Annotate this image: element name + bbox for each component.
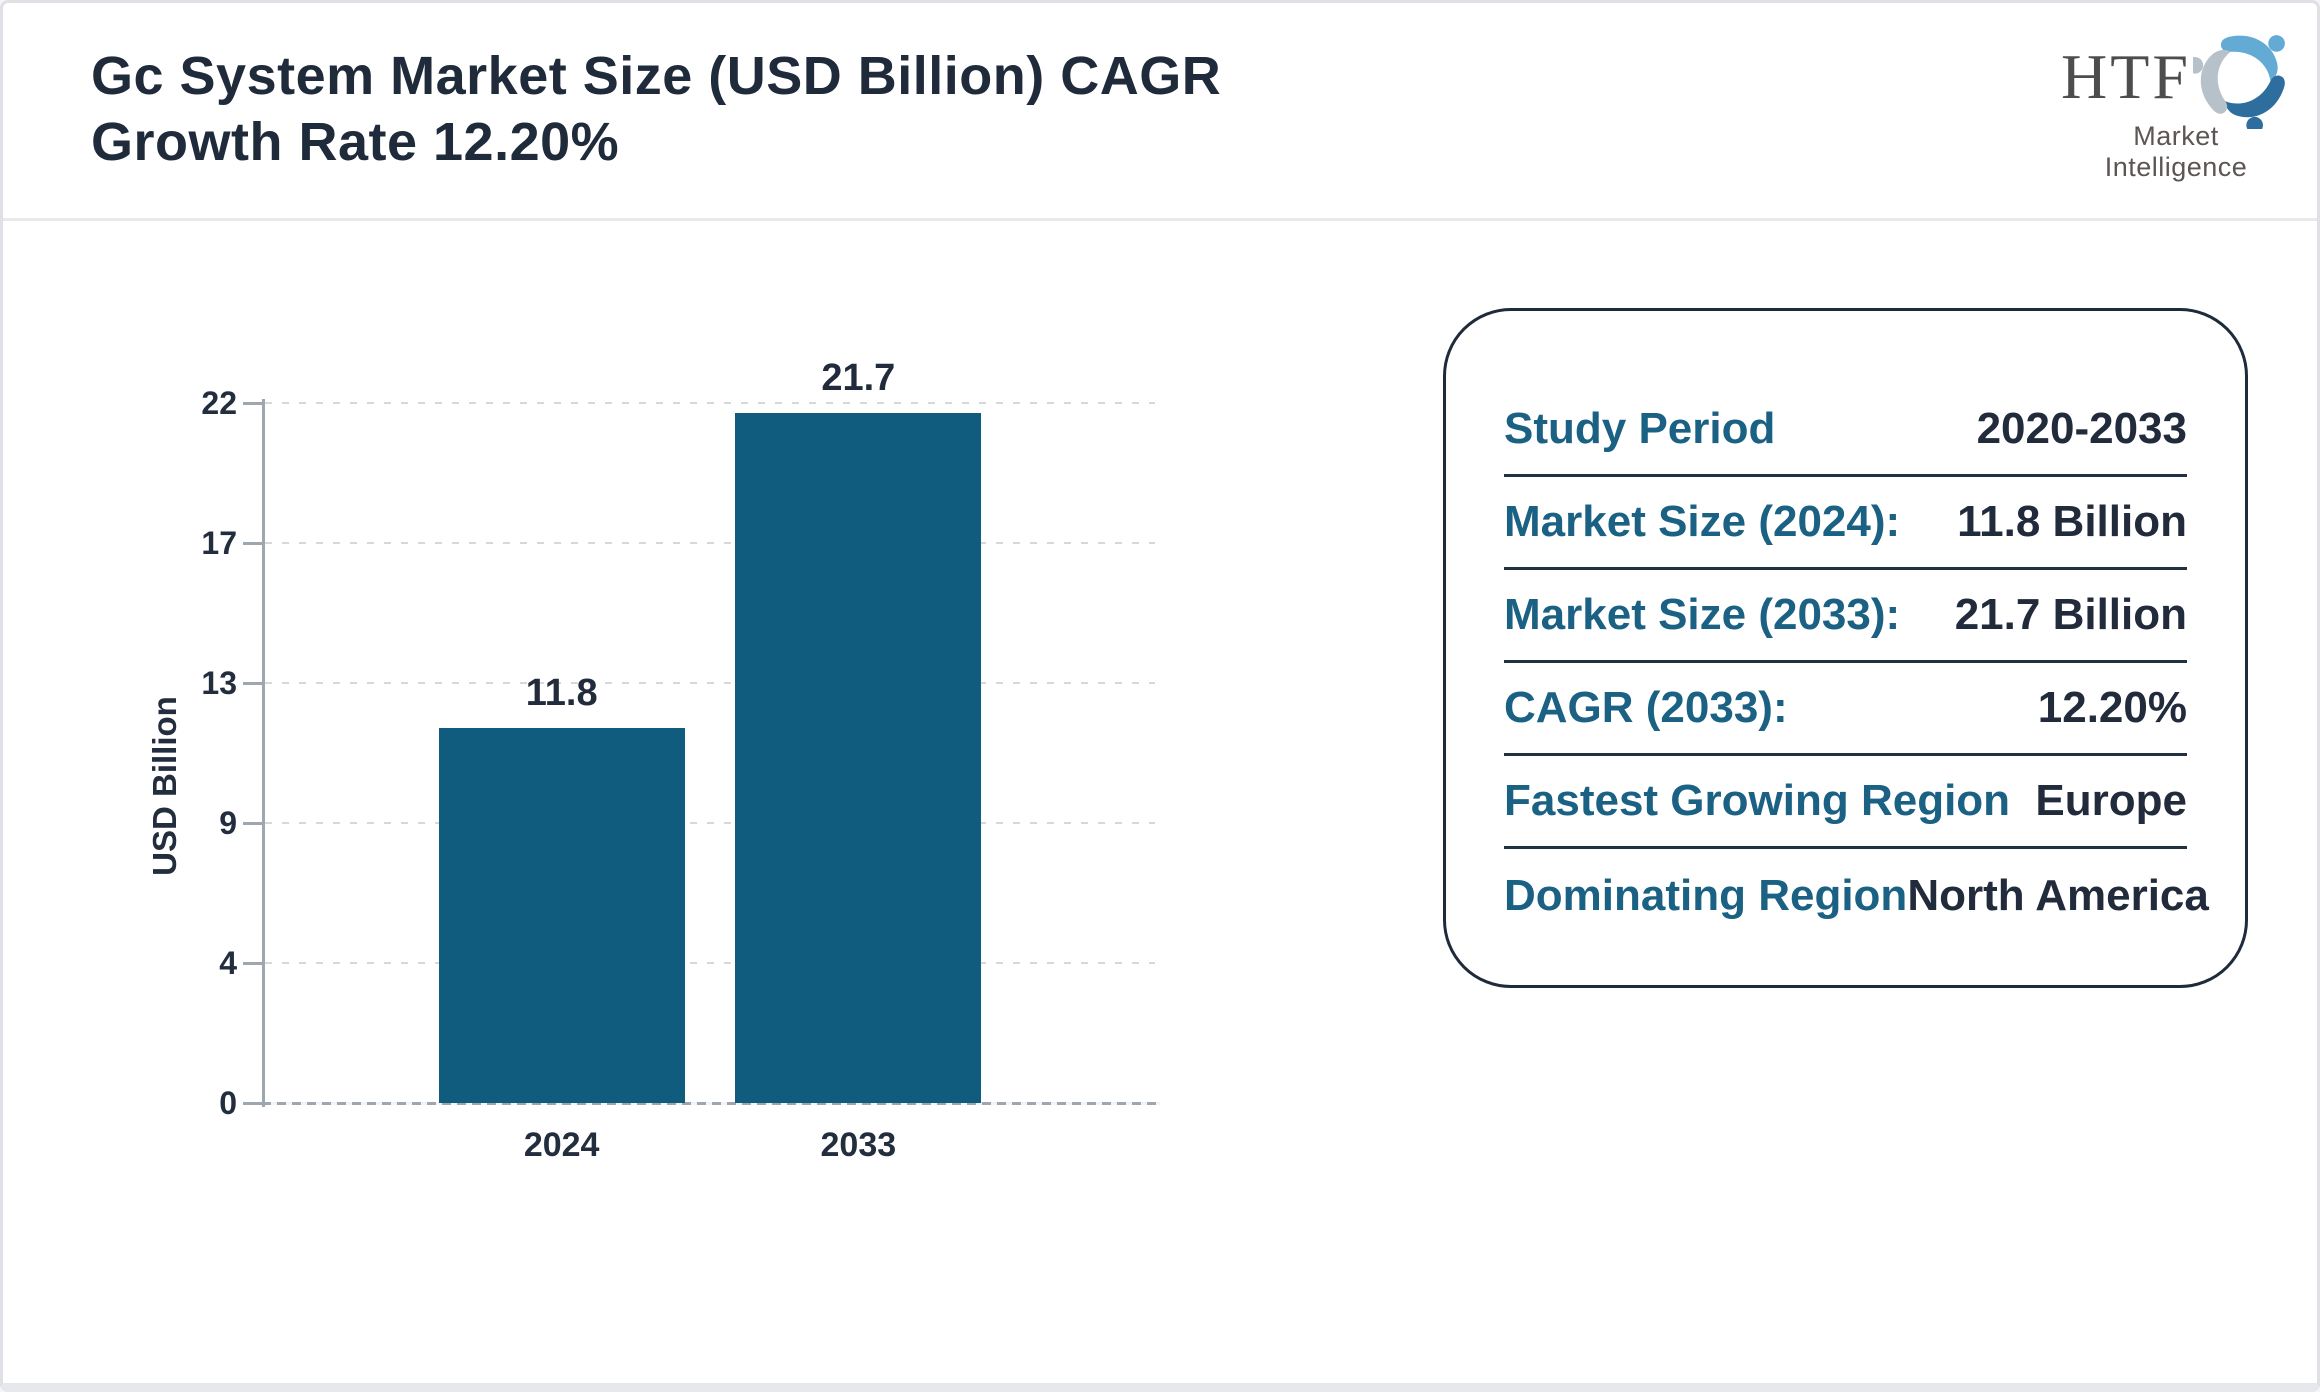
card-row-value: 12.20% (2037, 683, 2187, 732)
page-title-line1: Gc System Market Size (USD Billion) CAGR (91, 46, 1222, 106)
bar-2024 (438, 728, 685, 1103)
y-tick-label: 22 (201, 385, 237, 421)
grid-line (265, 402, 1155, 404)
bar-2033 (735, 413, 982, 1103)
card-row: CAGR (2033): 12.20% (1504, 663, 2187, 756)
y-tick-mark (243, 681, 262, 685)
summary-card: Study Period 2020-2033 Market Size (2024):… (1443, 308, 2248, 988)
bar-value-label: 21.7 (821, 357, 896, 399)
card-row-value: 2020-2033 (1976, 404, 2187, 453)
htf-swirl-icon (2192, 27, 2291, 129)
card-row-value: 21.7 Billion (1954, 590, 2187, 639)
card-row-label: Fastest Growing Region (1504, 776, 2011, 825)
y-tick-mark (243, 401, 262, 405)
card-row-value: 11.8 Billion (1957, 497, 2187, 546)
card-row: Dominating Region North America (1504, 849, 2209, 942)
card-row: Market Size (2033): 21.7 Billion (1504, 570, 2187, 663)
y-tick-label: 17 (201, 525, 237, 561)
y-tick-mark (243, 1101, 262, 1105)
page-title: Gc System Market Size (USD Billion) CAGR… (91, 43, 1221, 175)
card-row: Fastest Growing Region Europe (1504, 756, 2187, 849)
x-tick-label: 2033 (820, 1126, 897, 1164)
grid-line (265, 542, 1155, 544)
card-row: Study Period 2020-2033 (1504, 384, 2187, 477)
card-row-label: Market Size (2033): (1504, 590, 1901, 639)
htf-logo-text: HTF (2061, 41, 2191, 112)
card-row-label: CAGR (2033): (1504, 683, 1788, 732)
page-title-line2: Growth Rate 12.20% (91, 112, 620, 172)
card-row-value: Europe (2035, 776, 2187, 825)
header-divider (3, 218, 2317, 221)
x-tick-label: 2024 (523, 1126, 600, 1164)
htf-logo-tagline: Market Intelligence (2104, 121, 2248, 182)
grid-line (265, 962, 1155, 964)
y-tick-label: 13 (201, 665, 237, 701)
y-tick-mark (243, 961, 262, 965)
bar-value-label: 11.8 (525, 672, 598, 714)
grid-line (265, 822, 1155, 824)
htf-logo: HTF Market Intelligence (2061, 27, 2291, 183)
y-tick-label: 0 (219, 1085, 237, 1121)
y-tick-mark (243, 541, 262, 545)
card-row-value: North America (1907, 870, 2209, 920)
y-axis-title: USD Billion (146, 696, 183, 876)
y-tick-label: 9 (219, 805, 237, 841)
card-row: Market Size (2024): 11.8 Billion (1504, 477, 2187, 570)
x-axis-line (262, 1102, 1160, 1105)
y-tick-mark (243, 821, 262, 825)
y-tick-label: 4 (219, 945, 237, 981)
y-axis-line (262, 399, 265, 1107)
card-row-label: Dominating Region (1504, 870, 1908, 920)
grid-line (265, 682, 1155, 684)
card-row-label: Market Size (2024): (1504, 497, 1901, 546)
card-row-label: Study Period (1504, 404, 1776, 453)
